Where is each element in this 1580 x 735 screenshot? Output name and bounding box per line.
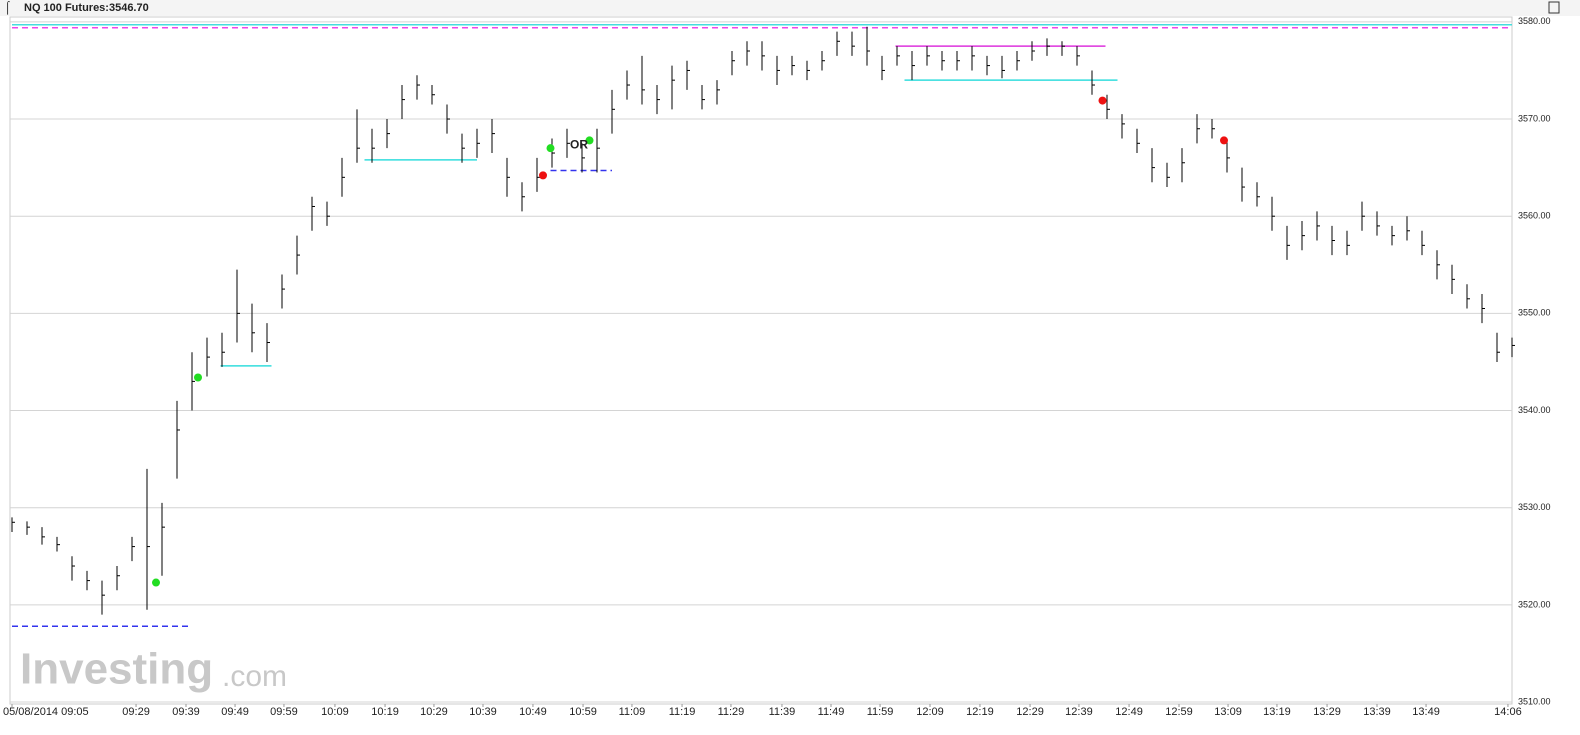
x-tick-label: 09:49	[221, 706, 249, 718]
x-tick-label: 11:39	[769, 706, 796, 718]
signal-dot	[539, 171, 547, 180]
signal-dot	[152, 578, 160, 587]
x-tick-label: 11:59	[867, 706, 894, 718]
x-tick-label: 12:39	[1065, 706, 1093, 718]
watermark-suffix: .com	[222, 660, 287, 693]
y-tick-label: 3510.00	[1518, 696, 1551, 706]
x-tick-label: 10:19	[371, 706, 399, 718]
x-tick-label: 13:39	[1363, 706, 1391, 718]
header-icon: ⌠	[4, 0, 11, 15]
x-tick-label: 11:09	[619, 706, 646, 718]
y-tick-label: 3520.00	[1518, 599, 1551, 609]
annotation: OR	[570, 137, 588, 151]
x-tick-label: 13:29	[1313, 706, 1341, 718]
x-tick-label: 10:29	[420, 706, 448, 718]
x-tick-label: 05/08/2014 09:05	[3, 706, 89, 718]
x-tick-label: 10:59	[569, 706, 597, 718]
x-tick-label: 10:39	[469, 706, 497, 718]
chart-title: NQ 100 Futures:3546.70	[24, 2, 149, 14]
x-tick-label: 11:49	[818, 706, 845, 718]
signal-dot	[1098, 96, 1107, 105]
signal-dot	[546, 144, 555, 153]
plot-frame	[9, 16, 1513, 705]
y-tick-label: 3580.00	[1518, 16, 1551, 26]
signal-dot	[1220, 136, 1228, 145]
signal-dot	[194, 373, 202, 382]
signal-dot	[585, 136, 594, 145]
x-tick-label: 12:49	[1115, 706, 1143, 718]
y-tick-label: 3560.00	[1518, 211, 1551, 221]
minimize-button[interactable]	[1548, 1, 1560, 14]
y-tick-label: 3550.00	[1518, 308, 1551, 318]
x-tick-label: 13:09	[1214, 706, 1242, 718]
x-tick-label: 12:59	[1165, 706, 1193, 718]
y-tick-label: 3570.00	[1518, 113, 1551, 123]
x-tick-label: 09:39	[172, 706, 200, 718]
x-tick-label: 09:59	[270, 706, 298, 718]
x-tick-label: 10:49	[519, 706, 547, 718]
y-tick-label: 3530.00	[1518, 502, 1551, 512]
x-tick-label: 10:09	[321, 706, 349, 718]
x-tick-label: 12:09	[916, 706, 944, 718]
x-tick-label: 14:06	[1494, 706, 1522, 718]
x-tick-label: 12:19	[966, 706, 994, 718]
x-tick-label: 11:29	[718, 706, 745, 718]
x-tick-label: 13:49	[1412, 706, 1440, 718]
y-tick-label: 3540.00	[1518, 405, 1551, 415]
x-tick-label: 11:19	[669, 706, 696, 718]
x-tick-label: 09:29	[122, 706, 150, 718]
x-tick-label: 12:29	[1016, 706, 1044, 718]
watermark: Investing	[20, 645, 213, 694]
x-tick-label: 13:19	[1263, 706, 1291, 718]
header-bar	[0, 0, 1580, 16]
